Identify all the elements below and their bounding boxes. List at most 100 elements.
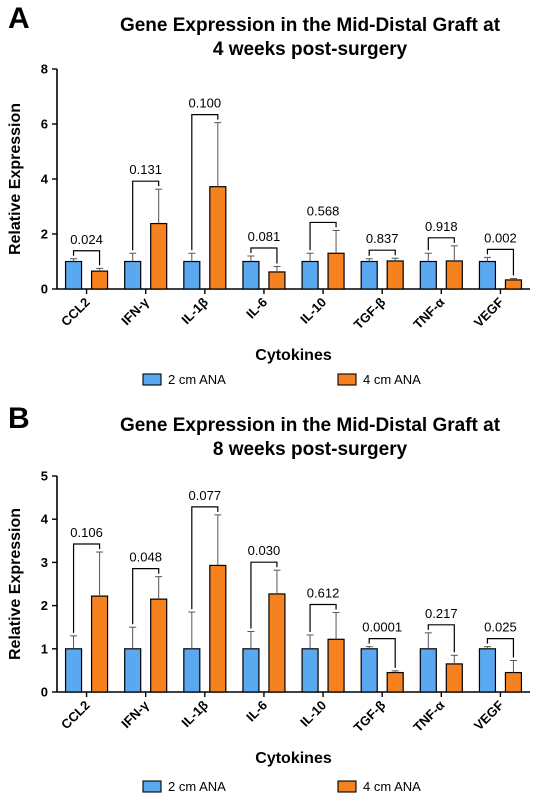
x-tick-label: CCL2	[58, 698, 93, 733]
significance-bracket	[368, 249, 396, 256]
y-tick-label: 0	[41, 685, 48, 700]
legend-label: 2 cm ANA	[168, 372, 226, 387]
bar-2cm-ana	[478, 648, 497, 693]
p-value-label: 0.002	[484, 230, 517, 245]
x-tick-label: TNF-α	[410, 295, 447, 332]
y-tick-label: 2	[41, 227, 48, 242]
bar-2cm-ana	[360, 648, 378, 693]
bar-2cm-ana	[124, 648, 142, 693]
bar-4cm-ana	[150, 598, 168, 693]
p-value-label: 0.077	[189, 488, 222, 503]
x-axis-title: Cytokines	[255, 347, 332, 364]
p-value-label: 0.100	[189, 96, 222, 111]
bar-4cm-ana	[386, 671, 404, 693]
chart-title-line-1: Gene Expression in the Mid-Distal Graft …	[119, 15, 501, 36]
significance-bracket	[132, 568, 160, 625]
chart-title: Gene Expression in the Mid-Distal Graft …	[95, 14, 525, 62]
bar-2cm-ana	[419, 648, 437, 693]
bar-2cm-ana	[124, 260, 142, 290]
bar-4cm-ana	[209, 564, 227, 693]
significance-bracket	[191, 506, 219, 610]
bar-2cm-ana	[183, 648, 201, 693]
legend-label: 4 cm ANA	[363, 372, 421, 387]
bar-4cm-ana	[504, 671, 523, 693]
x-tick-label: IFN-γ	[118, 294, 152, 328]
x-tick-label: TGF-β	[351, 697, 389, 735]
y-tick-label: 3	[41, 555, 48, 570]
bar-4cm-ana	[445, 663, 463, 693]
x-tick-label: IL-1β	[178, 697, 211, 730]
significance-bracket	[486, 248, 515, 276]
significance-bracket	[486, 638, 515, 658]
bar-4cm-ana	[150, 222, 168, 290]
y-tick-label: 0	[41, 282, 48, 297]
x-tick-label: TGF-β	[351, 294, 389, 332]
bar-2cm-ana	[478, 260, 497, 290]
significance-bracket	[368, 638, 396, 668]
y-tick-label: 6	[41, 117, 48, 132]
bar-4cm-ana	[327, 638, 345, 693]
panel-letter: B	[8, 402, 30, 435]
significance-bracket	[132, 180, 160, 251]
y-tick-label: 2	[41, 598, 48, 613]
x-tick-label: TNF-α	[410, 698, 447, 735]
bar-2cm-ana	[301, 260, 319, 290]
chart-title-line-2: 4 weeks post-surgery	[212, 39, 408, 60]
p-value-label: 0.131	[129, 162, 162, 177]
significance-bracket	[427, 624, 455, 653]
significance-bracket	[250, 561, 278, 629]
p-value-label: 0.030	[248, 543, 281, 558]
significance-bracket	[72, 543, 101, 633]
legend-swatch	[337, 780, 357, 793]
bar-2cm-ana	[64, 648, 83, 693]
panel-a: A Gene Expression in the Mid-Distal Graf…	[7, 2, 530, 387]
significance-bracket	[250, 247, 278, 264]
x-tick-label: VEGF	[471, 294, 507, 330]
panel-b: B Gene Expression in the Mid-Distal Graf…	[0, 400, 550, 798]
bar-4cm-ana	[209, 186, 227, 290]
bar-2cm-ana	[64, 260, 83, 290]
x-tick-label: IFN-γ	[118, 697, 152, 731]
bar-4cm-ana	[504, 279, 523, 290]
x-tick-label: IL-10	[297, 698, 329, 730]
p-value-label: 0.081	[248, 229, 281, 244]
p-value-label: 0.612	[307, 586, 340, 601]
p-value-label: 0.106	[70, 525, 103, 540]
panel-letter: A	[8, 2, 30, 35]
bar-2cm-ana	[242, 648, 260, 693]
x-tick-label: IL-6	[243, 698, 270, 725]
y-axis-title: Relative Expression	[7, 508, 24, 660]
significance-bracket	[309, 603, 337, 632]
chart-title-line-2: 8 weeks post-surgery	[212, 439, 408, 460]
legend-swatch	[142, 373, 162, 386]
bar-4cm-ana	[90, 270, 109, 290]
bar-2cm-ana	[242, 260, 260, 290]
bar-2cm-ana	[419, 260, 437, 290]
significance-bracket	[427, 237, 455, 251]
bar-4cm-ana	[268, 271, 286, 290]
legend-swatch	[142, 780, 162, 793]
y-tick-label: 4	[41, 512, 49, 527]
bar-2cm-ana	[360, 260, 378, 290]
legend-label: 2 cm ANA	[168, 779, 226, 794]
p-value-label: 0.918	[425, 219, 458, 234]
p-value-label: 0.048	[129, 550, 162, 565]
x-tick-label: VEGF	[471, 697, 507, 733]
bar-2cm-ana	[301, 648, 319, 693]
significance-bracket	[309, 221, 337, 251]
y-tick-label: 4	[41, 172, 49, 187]
x-tick-label: CCL2	[58, 295, 93, 330]
significance-bracket	[191, 114, 219, 251]
p-value-label: 0.0001	[362, 620, 402, 635]
legend-label: 4 cm ANA	[363, 779, 421, 794]
p-value-label: 0.217	[425, 606, 458, 621]
bar-4cm-ana	[268, 593, 286, 693]
p-value-label: 0.568	[307, 203, 340, 218]
y-axis-title: Relative Expression	[7, 103, 24, 255]
p-value-label: 0.024	[70, 232, 103, 247]
x-tick-label: IL-10	[297, 295, 329, 327]
bar-4cm-ana	[327, 252, 345, 290]
chart-title: Gene Expression in the Mid-Distal Graft …	[95, 414, 525, 462]
bar-4cm-ana	[90, 595, 109, 693]
y-tick-label: 5	[41, 469, 48, 484]
